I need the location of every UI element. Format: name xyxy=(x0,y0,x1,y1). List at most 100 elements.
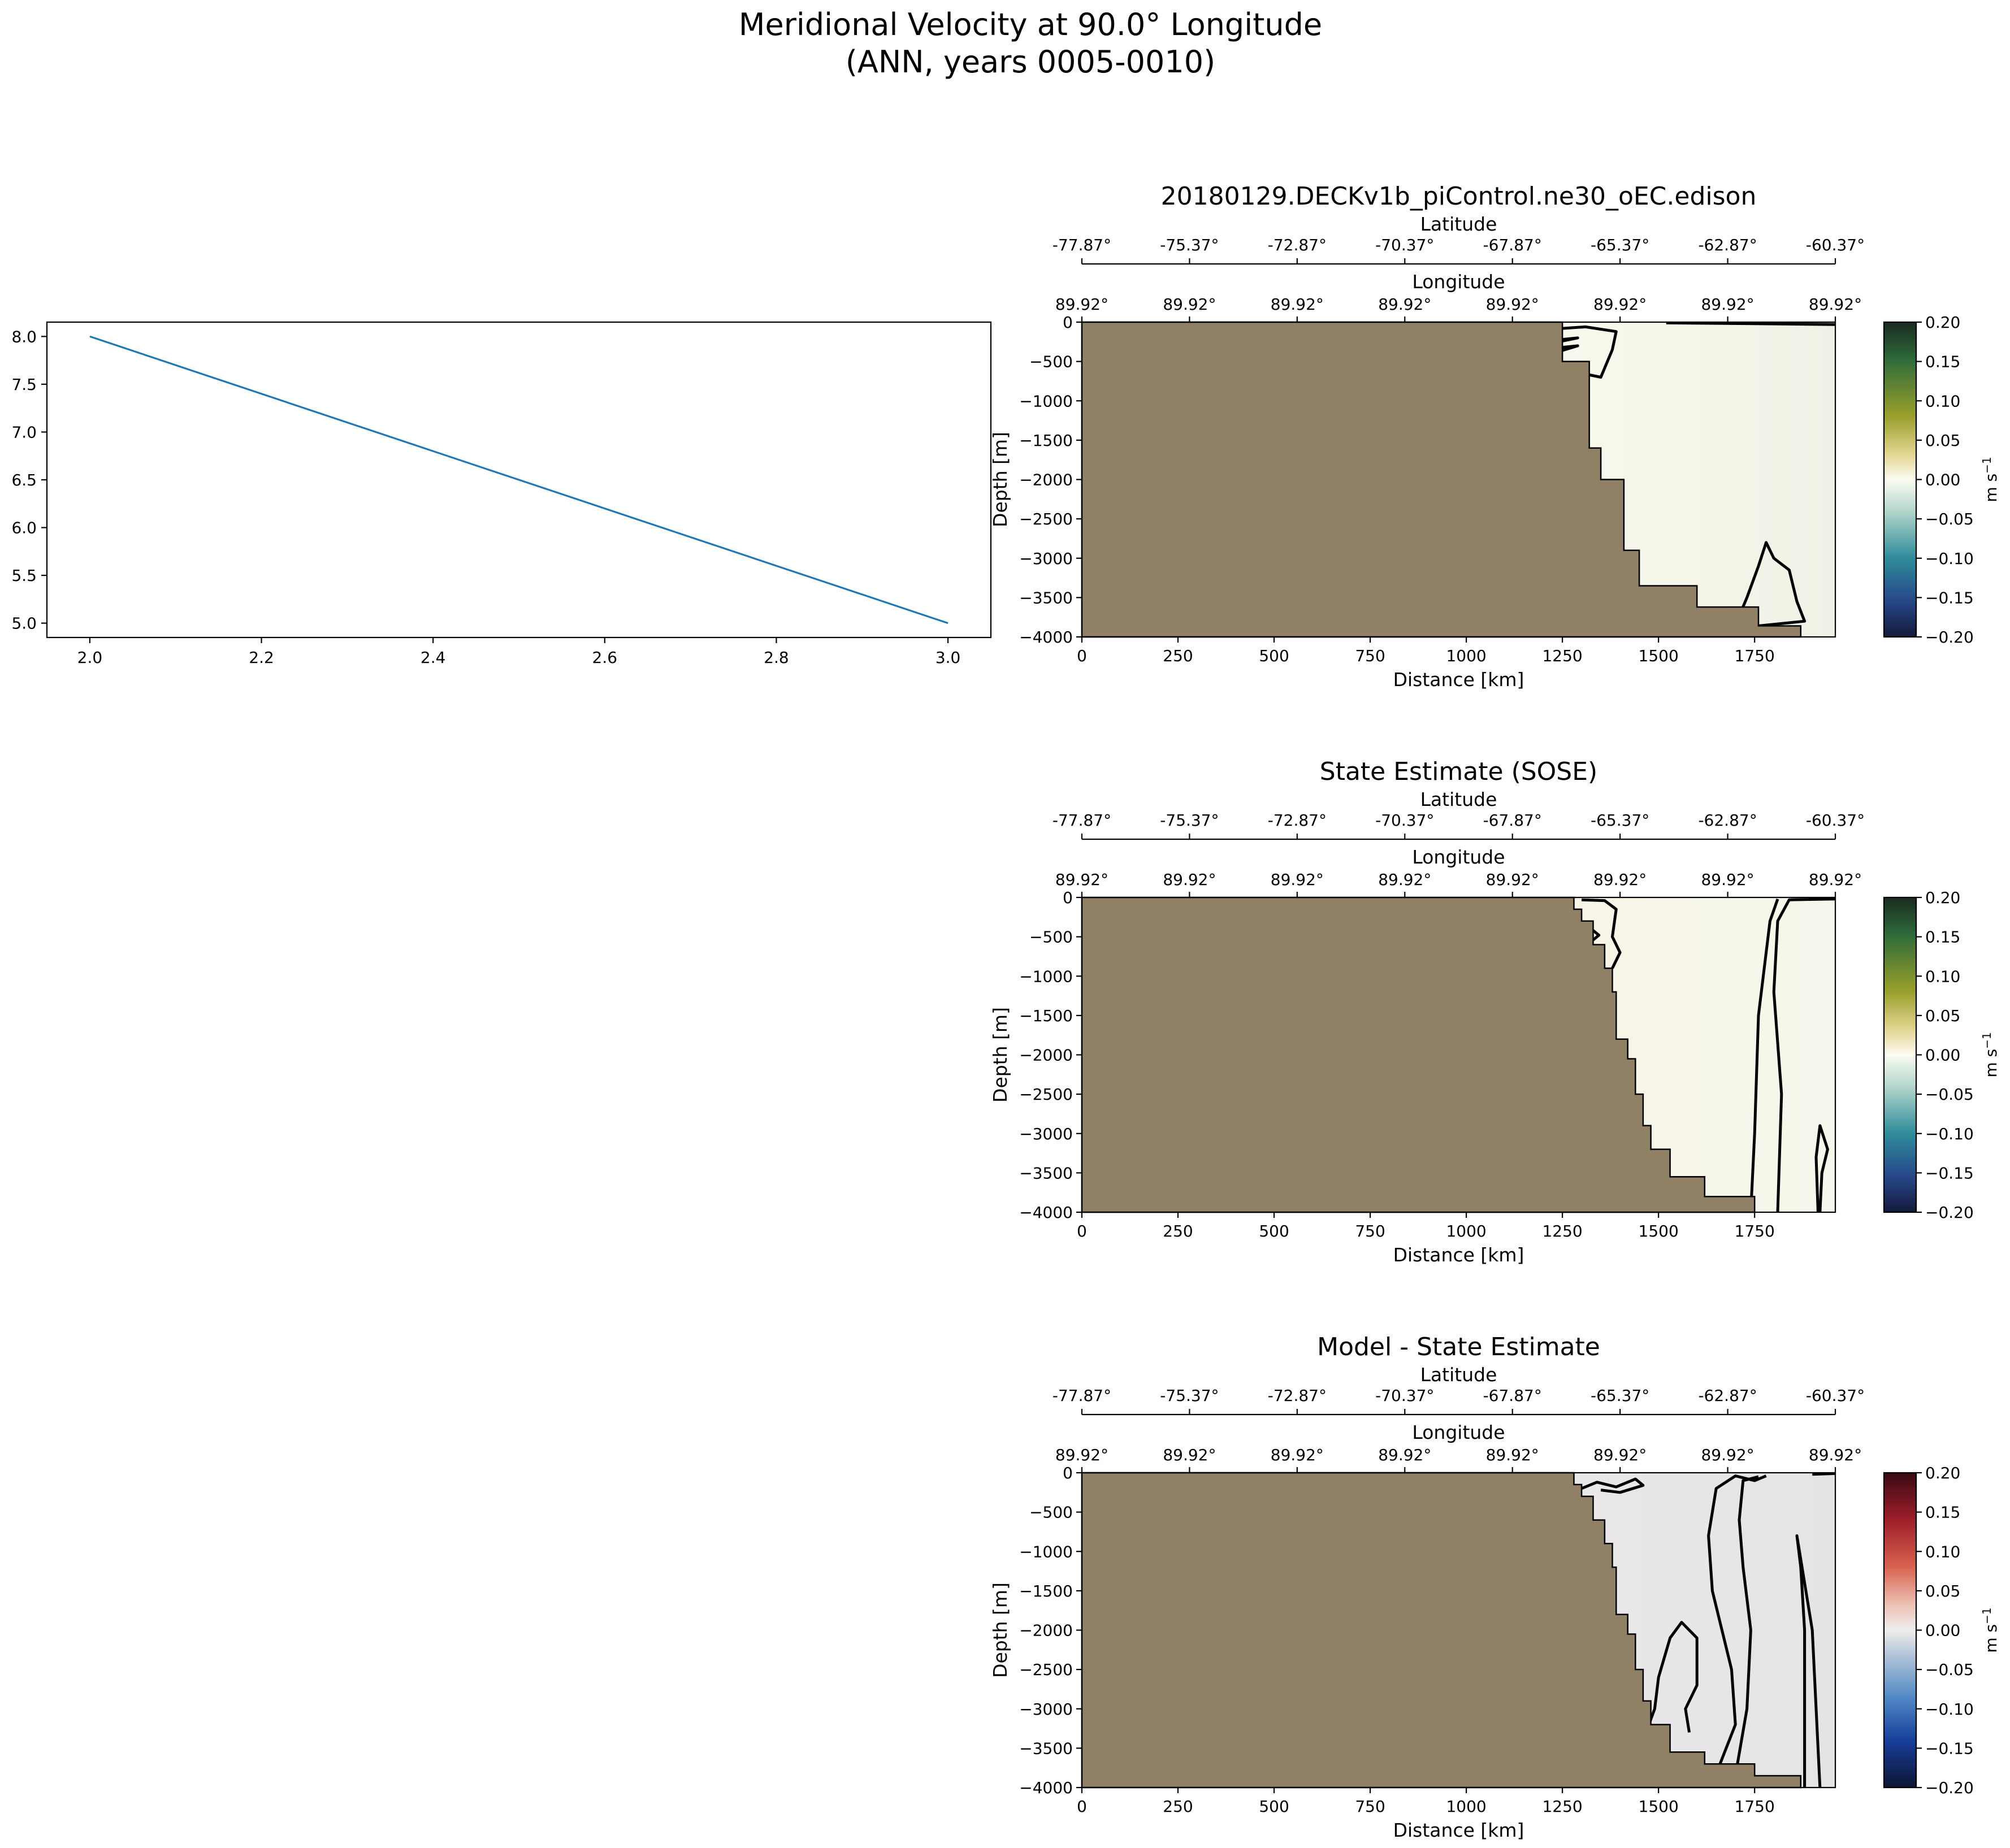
difference-colorbar-label-unit: m s xyxy=(1982,1624,2000,1653)
sose-longitude-tick-label: 89.92° xyxy=(1163,870,1216,889)
sose-x-tick-label: 1500 xyxy=(1639,1222,1679,1240)
model-longitude-tick-label: 89.92° xyxy=(1701,295,1754,314)
difference-y-tick-label: −500 xyxy=(1029,1503,1073,1522)
model-colorbar-label-unit: m s xyxy=(1982,474,2000,502)
sose-colorbar-tick-label: −0.15 xyxy=(1925,1164,1974,1182)
model-x-axis-label: Distance [km] xyxy=(1393,669,1524,691)
model-y-tick-label: −1500 xyxy=(1019,431,1073,450)
difference-contour-5 xyxy=(1812,1472,1836,1476)
line-x-tick-label: 2.6 xyxy=(592,648,618,667)
sose-longitude-tick-label: 89.92° xyxy=(1055,870,1108,889)
sose-contour-3 xyxy=(1749,898,1779,1213)
difference-x-tick-label: 250 xyxy=(1163,1797,1193,1816)
difference-x-tick-label: 1500 xyxy=(1639,1797,1679,1816)
difference-colorbar-tick-label: −0.20 xyxy=(1925,1778,1974,1797)
model-colorbar xyxy=(1883,321,1917,638)
difference-colorbar-tick-label: −0.15 xyxy=(1925,1739,1974,1758)
model-x-tick-label: 1500 xyxy=(1639,647,1679,665)
line-y-tick-label: 7.0 xyxy=(11,423,37,441)
difference-y-tick-label: −1500 xyxy=(1019,1582,1073,1600)
difference-contour-4 xyxy=(1795,1534,1822,1788)
sose-colorbar-tick-label: 0.05 xyxy=(1925,1007,1960,1025)
sose-colorbar-tick-label: −0.10 xyxy=(1925,1125,1974,1143)
model-x-tick-label: 1750 xyxy=(1735,647,1775,665)
difference-x-axis-label: Distance [km] xyxy=(1393,1819,1524,1841)
model-colorbar-tick-label: 0.00 xyxy=(1925,471,1960,489)
sose-colorbar-label: m s−1 xyxy=(1980,1032,2000,1077)
sose-x-tick-label: 500 xyxy=(1259,1222,1289,1240)
difference-panel-title: Model - State Estimate xyxy=(1317,1333,1600,1361)
model-panel-title: 20180129.DECKv1b_piControl.ne30_oEC.edis… xyxy=(1161,182,1757,211)
sose-y-tick-label: −3000 xyxy=(1019,1125,1073,1143)
model-colorbar-tick-label: −0.20 xyxy=(1925,628,1974,647)
model-colorbar-label-exponent: −1 xyxy=(1980,457,1994,473)
section-panel-difference: Model - State Estimate Latitude -77.87° -75… xyxy=(989,1333,2000,1841)
model-latitude-label: Latitude xyxy=(1420,213,1497,235)
model-latitude-tick-label: -77.87° xyxy=(1052,236,1111,254)
model-x-tick-label: 1250 xyxy=(1542,647,1582,665)
difference-latitude-tick-label: -77.87° xyxy=(1052,1386,1111,1405)
difference-longitude-tick-label: 89.92° xyxy=(1378,1446,1431,1464)
line-x-tick-label: 2.2 xyxy=(249,648,274,667)
sose-latitude-tick-label: -67.87° xyxy=(1483,811,1542,830)
difference-longitude-tick-label: 89.92° xyxy=(1271,1446,1324,1464)
difference-colorbar-tick-label: 0.10 xyxy=(1925,1542,1960,1561)
difference-colorbar xyxy=(1883,1472,1917,1789)
difference-colorbar-tick-label: −0.10 xyxy=(1925,1700,1974,1719)
difference-longitude-tick-label: 89.92° xyxy=(1486,1446,1539,1464)
sose-latitude-tick-label: -72.87° xyxy=(1268,811,1327,830)
model-y-tick-label: −500 xyxy=(1029,353,1073,371)
difference-contour-1 xyxy=(1641,1621,1699,1741)
line-y-tick-label: 5.5 xyxy=(11,566,37,585)
model-colorbar-label: m s−1 xyxy=(1980,457,2000,502)
difference-longitude-tick-label: 89.92° xyxy=(1055,1446,1108,1464)
difference-latitude-tick-label: -65.37° xyxy=(1591,1386,1649,1405)
difference-land-mask xyxy=(1081,1472,1802,1789)
line-y-tick-label: 6.5 xyxy=(11,471,37,489)
line-y-tick-label: 7.5 xyxy=(11,375,37,394)
difference-longitude-tick-label: 89.92° xyxy=(1701,1446,1754,1464)
difference-latitude-tick-label: -60.37° xyxy=(1806,1386,1865,1405)
model-contour-3 xyxy=(1734,541,1807,627)
difference-colorbar-tick-label: −0.05 xyxy=(1925,1660,1974,1679)
sose-latitude-tick-label: -65.37° xyxy=(1591,811,1649,830)
difference-latitude-tick-label: -67.87° xyxy=(1483,1386,1542,1405)
difference-x-tick-label: 1750 xyxy=(1735,1797,1775,1816)
sose-x-tick-label: 1750 xyxy=(1735,1222,1775,1240)
model-colorbar-tick-label: −0.10 xyxy=(1925,549,1974,568)
difference-y-tick-label: −2000 xyxy=(1019,1621,1073,1640)
model-longitude-tick-label: 89.92° xyxy=(1593,295,1647,314)
model-x-tick-label: 500 xyxy=(1259,647,1289,665)
suptitle-line-1: Meridional Velocity at 90.0° Longitude xyxy=(739,7,1322,42)
line-y-tick-label: 5.0 xyxy=(11,614,37,633)
model-colorbar-tick-label: 0.10 xyxy=(1925,392,1960,410)
model-colorbar-tick-label: 0.05 xyxy=(1925,431,1960,450)
model-land-mask xyxy=(1081,321,1802,638)
sose-y-tick-label: −3500 xyxy=(1019,1164,1073,1182)
difference-longitude-tick-label: 89.92° xyxy=(1163,1446,1216,1464)
difference-longitude-label: Longitude xyxy=(1412,1421,1505,1443)
difference-x-tick-label: 750 xyxy=(1355,1797,1385,1816)
model-latitude-tick-label: -70.37° xyxy=(1375,236,1434,254)
difference-x-tick-label: 0 xyxy=(1077,1797,1087,1816)
model-latitude-tick-label: -60.37° xyxy=(1806,236,1865,254)
sose-longitude-tick-label: 89.92° xyxy=(1378,870,1431,889)
model-x-tick-label: 0 xyxy=(1077,647,1087,665)
suptitle-line-2: (ANN, years 0005-0010) xyxy=(846,44,1215,80)
difference-y-tick-label: −2500 xyxy=(1019,1660,1073,1679)
sose-colorbar-tick-label: 0.20 xyxy=(1925,888,1960,907)
difference-x-tick-label: 500 xyxy=(1259,1797,1289,1816)
sose-land-mask xyxy=(1081,896,1756,1213)
difference-colorbar-tick-label: 0.05 xyxy=(1925,1582,1960,1600)
difference-y-axis-label: Depth [m] xyxy=(989,1582,1011,1678)
sose-x-tick-label: 1250 xyxy=(1542,1222,1582,1240)
sose-latitude-tick-label: -60.37° xyxy=(1806,811,1865,830)
model-longitude-tick-label: 89.92° xyxy=(1378,295,1431,314)
sose-contour-0 xyxy=(1582,898,1622,969)
line-x-tick-label: 2.4 xyxy=(421,648,446,667)
line-y-tick-label: 6.0 xyxy=(11,519,37,537)
difference-contour-0 xyxy=(1581,1477,1645,1494)
model-colorbar-tick-label: −0.15 xyxy=(1925,588,1974,607)
sose-contour-1 xyxy=(1592,929,1601,942)
model-latitude-tick-label: -72.87° xyxy=(1268,236,1327,254)
